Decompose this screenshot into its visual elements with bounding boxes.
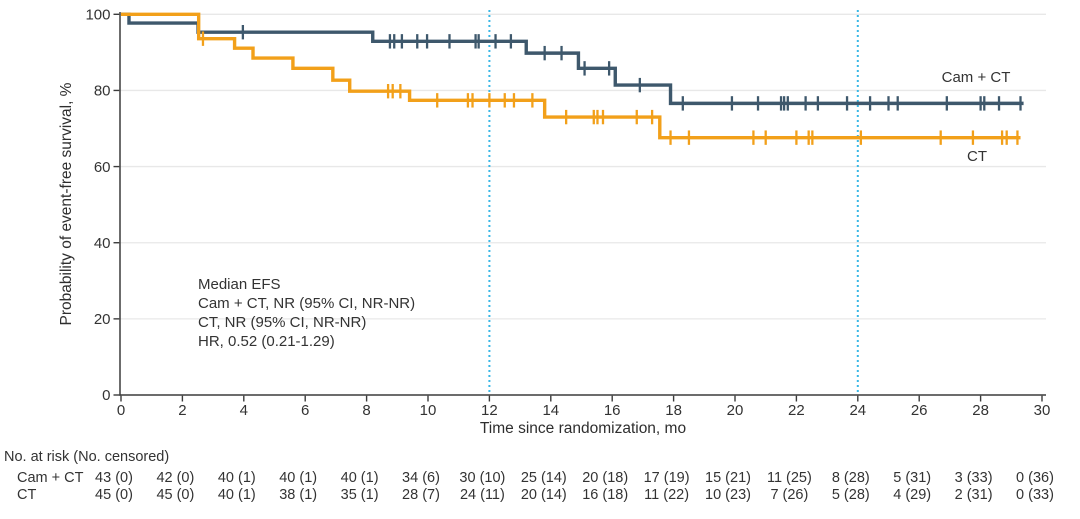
risk-cell: 20 (14) [520, 487, 567, 503]
x-tick-label: 18 [665, 402, 682, 419]
risk-cell: 3 (33) [954, 470, 993, 486]
x-tick-label: 2 [178, 402, 186, 419]
risk-cell: 0 (33) [1016, 487, 1054, 503]
annotation-line-3: CT, NR (95% CI, NR-NR) [198, 314, 366, 331]
gridlines [120, 13, 1046, 320]
series-label-cam-ct: Cam + CT [942, 69, 1011, 86]
risk-cell: 40 (1) [340, 470, 379, 486]
risk-cell: 5 (31) [893, 470, 932, 486]
risk-cell: 20 (18) [582, 470, 629, 486]
risk-cell: 40 (1) [217, 470, 256, 486]
risk-cell: 10 (23) [705, 487, 751, 503]
y-tick-label: 100 [85, 7, 110, 24]
risk-cell: 11 (22) [644, 487, 690, 503]
risk-cell: 11 (25) [766, 470, 812, 486]
risk-cell: 15 (21) [705, 470, 751, 486]
risk-cell: 34 (6) [402, 470, 440, 486]
x-tick-label: 24 [849, 402, 866, 419]
x-tick-label: 4 [240, 402, 248, 419]
x-tick-label: 28 [972, 402, 989, 419]
x-tick-label: 26 [911, 402, 928, 419]
x-tick-label: 30 [1034, 402, 1051, 419]
risk-cell: 16 (18) [582, 487, 629, 503]
median-efs-annotation: Median EFS Cam + CT, NR (95% CI, NR-NR) … [198, 276, 415, 350]
risk-table-header: No. at risk (No. censored) [4, 449, 170, 465]
risk-cell: 8 (28) [831, 470, 870, 486]
x-tick-label: 8 [362, 402, 370, 419]
annotation-line-4: HR, 0.52 (0.21-1.29) [198, 333, 335, 350]
x-tick-label: 16 [604, 402, 621, 419]
risk-cell: 40 (1) [217, 487, 256, 503]
annotation-line-2: Cam + CT, NR (95% CI, NR-NR) [198, 295, 415, 312]
x-tick-label: 6 [301, 402, 309, 419]
risk-cell: 25 (14) [520, 470, 567, 486]
y-tick-label: 40 [94, 235, 111, 252]
risk-cell: 30 (10) [459, 470, 506, 486]
risk-cell: 45 (0) [95, 487, 133, 503]
x-axis-title: Time since randomization, mo [480, 420, 686, 437]
y-tick-label: 80 [94, 83, 111, 100]
risk-cell: 5 (28) [831, 487, 870, 503]
risk-cell: 17 (19) [643, 470, 690, 486]
y-tick-label: 20 [94, 311, 111, 328]
series-label-ct: CT [967, 148, 987, 165]
annotation-line-1: Median EFS [198, 276, 281, 293]
y-tick-label: 60 [94, 159, 111, 176]
risk-cell: 4 (29) [893, 487, 932, 503]
risk-cell: 40 (1) [279, 470, 318, 486]
y-axis-title: Probability of event-free survival, % [58, 82, 75, 325]
risk-cell: 42 (0) [156, 470, 195, 486]
risk-row-label-cam-ct: Cam + CT [17, 470, 84, 486]
risk-cell: 24 (11) [459, 487, 505, 503]
km-curve-cam-ct [121, 12, 1024, 106]
risk-cell: 2 (31) [954, 487, 993, 503]
risk-cell: 7 (26) [770, 487, 809, 503]
survival-curves [121, 12, 1024, 145]
x-tick-label: 14 [542, 402, 559, 419]
y-tick-label: 0 [102, 387, 110, 404]
risk-row-label-ct: CT [17, 487, 37, 503]
risk-cell: 0 (36) [1016, 470, 1054, 486]
risk-cell: 38 (1) [279, 487, 318, 503]
risk-cell: 45 (0) [156, 487, 195, 503]
risk-cell: 28 (7) [402, 487, 440, 503]
x-tick-label: 12 [481, 402, 498, 419]
risk-cell: 43 (0) [95, 470, 133, 486]
x-tick-label: 20 [727, 402, 744, 419]
x-tick-label: 22 [788, 402, 805, 419]
km-curve-ct [121, 12, 1021, 140]
reference-lines [488, 10, 859, 394]
risk-cell: 35 (1) [340, 487, 379, 503]
x-tick-label: 0 [117, 402, 125, 419]
x-tick-label: 10 [420, 402, 437, 419]
